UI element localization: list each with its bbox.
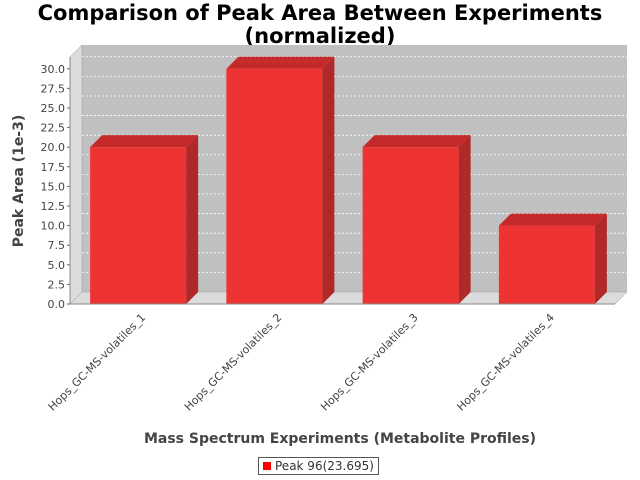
chart-title: Comparison of Peak Area Between Experime…	[0, 2, 640, 48]
bar-front	[498, 225, 595, 304]
x-tick-label: Hops_GC-MS-volatiles_4	[454, 311, 557, 414]
y-tick-label: 7.5	[48, 239, 66, 252]
y-tick-label: 0.0	[48, 298, 66, 311]
legend: Peak 96(23.695)	[258, 457, 379, 475]
bar	[498, 213, 607, 304]
y-tick-label: 25.0	[41, 102, 66, 115]
x-tick-label: Hops_GC-MS-volatiles_3	[318, 311, 421, 414]
y-tick-label: 30.0	[41, 63, 66, 76]
bar	[226, 56, 335, 305]
bar-top	[498, 213, 607, 226]
bar	[362, 135, 471, 304]
bar-front	[90, 147, 187, 304]
y-tick-label: 22.5	[41, 122, 66, 135]
bar-front	[362, 147, 459, 304]
plot-side-wall	[69, 44, 83, 305]
chart-title-main: Comparison of Peak Area Between Experime…	[37, 1, 603, 25]
y-tick-label: 2.5	[48, 278, 66, 291]
bar-side	[594, 213, 607, 304]
x-tick-label: Hops_GC-MS-volatiles_1	[46, 311, 149, 414]
y-tick-label: 15.0	[41, 180, 66, 193]
y-tick-label: 17.5	[41, 161, 66, 174]
y-tick-label: 20.0	[41, 141, 66, 154]
x-axis-label: Mass Spectrum Experiments (Metabolite Pr…	[143, 431, 537, 447]
x-tick-label: Hops_GC-MS-volatiles_2	[182, 311, 285, 414]
y-axis-label: Peak Area (1e-3)	[11, 114, 27, 248]
bar-top	[362, 135, 471, 148]
chart-title-sub: (normalized)	[244, 24, 396, 48]
legend-swatch	[263, 462, 271, 470]
y-tick-label: 10.0	[41, 220, 66, 233]
bar-front	[226, 68, 323, 304]
bar-side	[186, 135, 199, 304]
y-tick-label: 5.0	[48, 259, 66, 272]
legend-label: Peak 96(23.695)	[275, 459, 374, 473]
y-tick-label: 27.5	[41, 82, 66, 95]
bar-top	[90, 135, 199, 148]
bar-side	[322, 56, 335, 305]
y-tick-label: 12.5	[41, 200, 66, 213]
bar	[90, 135, 199, 304]
bar-top	[226, 56, 335, 69]
bar-side	[458, 135, 471, 304]
